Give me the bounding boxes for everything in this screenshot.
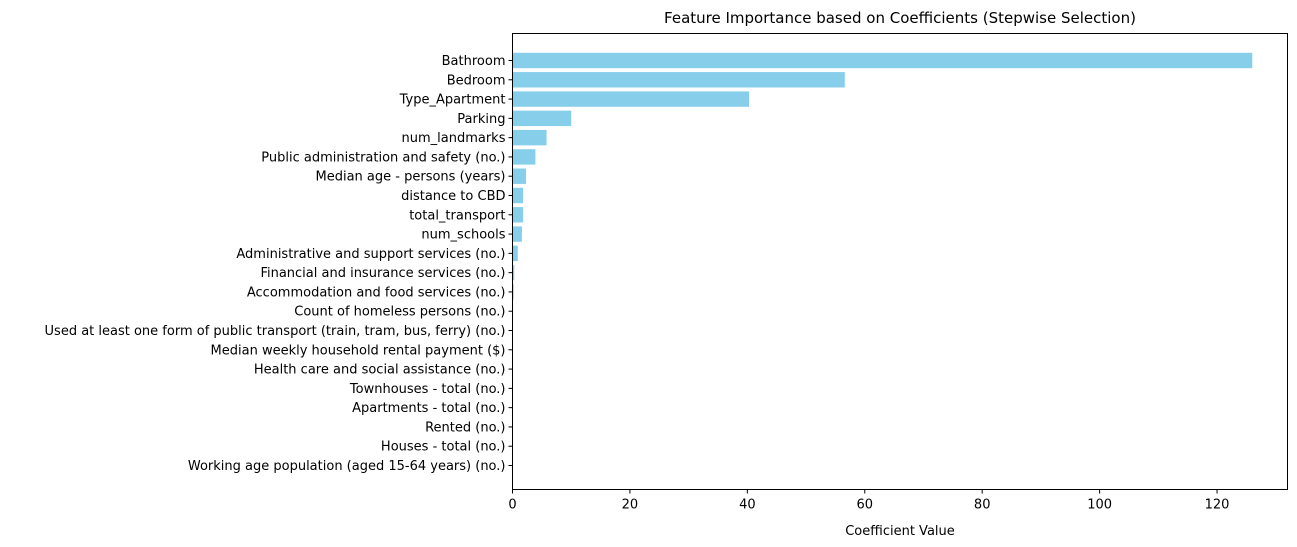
- bar-3: [512, 110, 572, 127]
- y-axis-ticks: Bathroom Bedroom Type_Apartment Parking num_…: [45, 54, 513, 474]
- bar-2: [512, 91, 750, 107]
- y-tick-label-17: Townhouses - total (no.): [349, 382, 506, 397]
- bar-11: [512, 264, 515, 281]
- bar-4: [512, 129, 547, 146]
- x-axis-label: Coefficient Value: [845, 524, 955, 539]
- y-tick-label-16: Health care and social assistance (no.): [254, 363, 506, 378]
- plot-frame: [512, 33, 1288, 490]
- bar-9: [512, 226, 522, 242]
- y-tick-label-20: Houses - total (no.): [381, 440, 506, 455]
- y-tick-label-18: Apartments - total (no.): [352, 401, 505, 416]
- bars-layer: [512, 52, 1253, 474]
- y-tick-label-1: Bedroom: [447, 73, 506, 88]
- x-tick-label-2: 40: [739, 498, 756, 513]
- y-tick-label-19: Rented (no.): [425, 420, 505, 435]
- bar-10: [512, 245, 518, 262]
- x-tick-label-5: 100: [1087, 498, 1112, 513]
- x-tick-label-1: 20: [622, 498, 639, 513]
- y-tick-label-21: Working age population (aged 15-64 years…: [188, 459, 506, 474]
- y-tick-label-15: Median weekly household rental payment (…: [211, 343, 506, 358]
- bar-6: [512, 168, 527, 184]
- y-tick-label-6: Median age - persons (years): [316, 170, 506, 185]
- y-tick-label-14: Used at least one form of public transpo…: [45, 324, 506, 339]
- y-tick-label-12: Accommodation and food services (no.): [247, 285, 506, 300]
- x-tick-label-4: 80: [974, 498, 991, 513]
- y-tick-label-13: Count of homeless persons (no.): [294, 305, 505, 320]
- y-tick-label-8: total_transport: [409, 208, 505, 223]
- y-tick-label-9: num_schools: [421, 228, 505, 243]
- x-tick-label-6: 120: [1205, 498, 1230, 513]
- x-tick-label-0: 0: [508, 498, 516, 513]
- x-tick-label-3: 60: [856, 498, 873, 513]
- y-tick-label-2: Type_Apartment: [399, 93, 506, 108]
- y-tick-label-0: Bathroom: [442, 54, 506, 69]
- y-tick-label-10: Administrative and support services (no.…: [236, 247, 505, 262]
- y-tick-label-7: distance to CBD: [401, 189, 505, 204]
- bar-12: [512, 284, 514, 300]
- y-tick-label-5: Public administration and safety (no.): [261, 150, 505, 165]
- bar-7: [512, 187, 524, 204]
- bar-8: [512, 207, 524, 223]
- chart-title: Feature Importance based on Coefficients…: [664, 9, 1136, 27]
- x-axis-ticks: 0 20 40 60 80 100 120: [508, 489, 1230, 513]
- y-tick-label-3: Parking: [457, 112, 505, 127]
- bar-1: [512, 72, 845, 88]
- y-tick-label-11: Financial and insurance services (no.): [260, 266, 505, 281]
- bar-0: [512, 52, 1253, 69]
- bar-5: [512, 149, 536, 165]
- y-tick-label-4: num_landmarks: [402, 131, 506, 146]
